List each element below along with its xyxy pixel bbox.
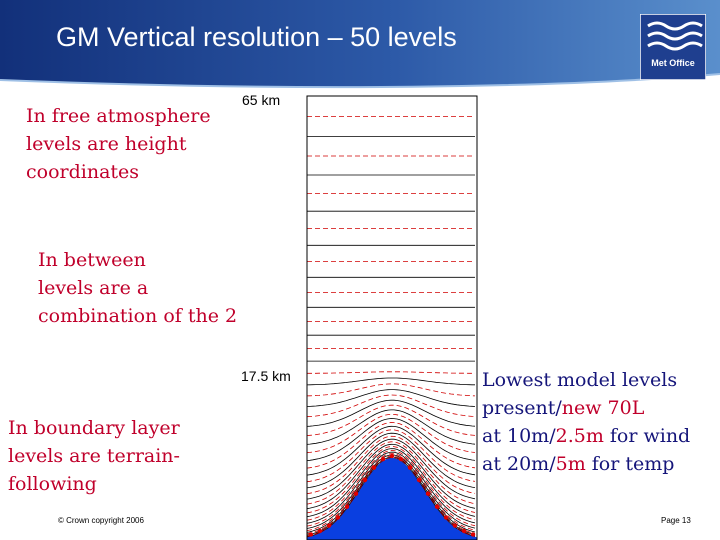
lowest-line-1: Lowest model levels <box>482 369 678 391</box>
model-level-32 <box>306 435 476 495</box>
lowest-line-3a: at 10m/ <box>482 425 556 447</box>
surface-point <box>344 504 350 509</box>
text-boundary-line-2: levels are terrain- <box>8 445 180 467</box>
surface-point <box>380 456 386 462</box>
model-level-36 <box>306 446 476 514</box>
lowest-line-4a: at 20m/ <box>482 453 556 475</box>
model-level-34 <box>306 441 476 505</box>
surface-point <box>362 477 368 483</box>
model-level-25 <box>306 409 476 445</box>
text-between-line-3: combination of the 2 <box>38 305 238 327</box>
surface-point <box>470 532 476 537</box>
text-free-line-3: coordinates <box>26 161 140 183</box>
lowest-line-3b: 2.5m <box>555 425 604 447</box>
model-level-33 <box>306 438 476 500</box>
surface-point <box>398 456 404 462</box>
model-level-38 <box>306 450 476 521</box>
label-17-5km: 17.5 km <box>241 368 291 384</box>
surface-point <box>317 528 323 534</box>
text-between-line-2: levels are a <box>38 277 149 299</box>
surface-point <box>371 465 377 470</box>
text-free-line-1: In free atmosphere <box>26 105 211 127</box>
model-level-18 <box>307 371 475 374</box>
lowest-line-3c: for wind <box>603 425 691 447</box>
model-level-39 <box>306 451 476 524</box>
model-level-22 <box>306 394 476 418</box>
copyright-text: © Crown copyright 2006 <box>58 516 144 525</box>
model-level-21 <box>306 389 476 407</box>
surface-point <box>434 504 440 509</box>
model-level-20 <box>306 383 476 397</box>
text-boundary-line-3: following <box>8 473 97 495</box>
surface-point <box>389 453 395 459</box>
slide-title: GM Vertical resolution – 50 levels <box>56 22 457 52</box>
surface-point <box>443 515 449 520</box>
text-free-line-2: levels are height <box>26 133 187 155</box>
surface-point <box>335 515 341 520</box>
model-level-27 <box>306 418 476 461</box>
model-level-30 <box>306 429 476 483</box>
surface-point <box>326 523 332 528</box>
model-level-35 <box>306 443 476 510</box>
surface-point <box>308 532 314 537</box>
model-level-24 <box>306 404 476 436</box>
model-level-29 <box>306 425 476 476</box>
model-level-40 <box>306 453 476 527</box>
logo-text: Met Office <box>651 58 695 68</box>
text-lowest-levels: Lowest model levels present/new 70L at 1… <box>482 366 690 478</box>
text-free-atmosphere: In free atmosphere levels are height coo… <box>26 102 211 186</box>
surface-point <box>353 491 359 496</box>
model-level-31 <box>306 432 476 489</box>
surface-point <box>407 465 413 470</box>
label-65km: 65 km <box>242 92 281 108</box>
orography-mountain <box>307 458 477 540</box>
surface-points <box>308 453 476 537</box>
text-boundary-layer: In boundary layer levels are terrain- fo… <box>8 414 180 498</box>
model-level-23 <box>306 399 476 427</box>
lowest-line-2: present/new 70L <box>482 394 690 422</box>
model-level-19 <box>306 377 475 386</box>
model-level-28 <box>306 422 476 469</box>
text-boundary-line-1: In boundary layer <box>8 417 180 439</box>
model-level-37 <box>306 448 476 518</box>
lowest-line-3: at 10m/2.5m for wind <box>482 422 690 450</box>
lowest-line-2a: present/ <box>482 397 562 419</box>
text-in-between: In between levels are a combination of t… <box>38 246 237 330</box>
surface-point <box>425 491 431 496</box>
lowest-line-4b: 5m <box>555 453 586 475</box>
surface-point <box>452 523 458 528</box>
lowest-line-4: at 20m/5m for temp <box>482 450 690 478</box>
lowest-line-2b: new 70L <box>561 397 645 419</box>
surface-point <box>461 528 467 534</box>
lowest-line-4c: for temp <box>585 453 675 475</box>
met-office-logo <box>640 14 706 80</box>
text-between-line-1: In between <box>38 249 146 271</box>
page-number: Page 13 <box>661 516 691 525</box>
surface-point <box>416 477 422 483</box>
